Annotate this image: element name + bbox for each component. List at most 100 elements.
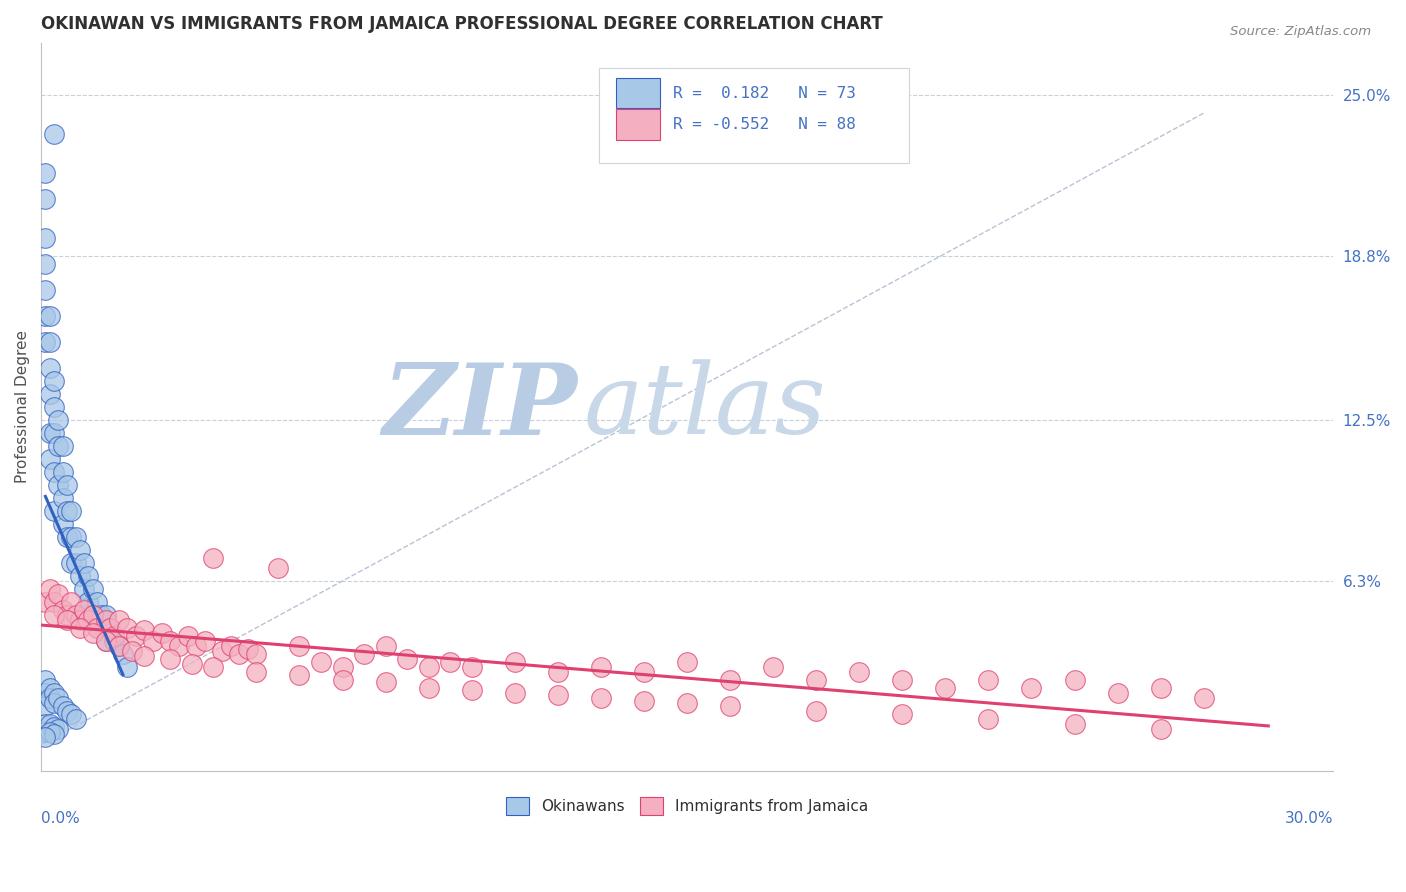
Text: R =  0.182   N = 73: R = 0.182 N = 73 [673,86,856,101]
Point [547,689,569,703]
Point [65,556,87,570]
Point [77,613,100,627]
Point [69,613,91,627]
Point [245,665,267,679]
Point [56,704,79,718]
Point [46,690,69,705]
Point [42,374,65,388]
Point [503,655,526,669]
Text: 0.0%: 0.0% [41,811,80,826]
Point [60,556,83,570]
Point [111,647,134,661]
Point [891,706,914,721]
Point [56,530,79,544]
Point [142,633,165,648]
Point [73,556,96,570]
Point [202,659,225,673]
Point [42,425,65,440]
FancyBboxPatch shape [616,78,659,109]
Point [77,595,100,609]
Point [460,683,482,698]
Point [332,673,354,687]
Point [34,595,56,609]
Point [42,719,65,733]
Point [56,607,79,622]
Point [107,613,129,627]
Point [125,628,148,642]
Point [77,568,100,582]
Point [52,491,75,505]
Point [82,582,104,596]
Point [56,477,79,491]
Point [82,626,104,640]
Point [418,659,440,673]
Point [46,413,69,427]
Text: 30.0%: 30.0% [1285,811,1333,826]
Point [718,698,741,713]
Point [228,647,250,661]
Point [806,673,828,687]
Point [82,607,104,622]
Point [46,477,69,491]
Point [42,504,65,518]
Point [69,542,91,557]
Point [353,647,375,661]
Point [90,607,112,622]
Point [38,582,60,596]
Point [34,686,56,700]
Point [56,504,79,518]
Point [103,633,125,648]
Point [633,665,655,679]
Point [115,621,138,635]
Point [159,652,181,666]
FancyBboxPatch shape [616,109,659,140]
Point [503,686,526,700]
Text: R = -0.552   N = 88: R = -0.552 N = 88 [673,117,856,132]
Point [34,717,56,731]
Point [589,659,612,673]
Point [211,644,233,658]
Point [288,667,311,681]
Point [94,633,117,648]
Point [65,607,87,622]
Point [46,722,69,736]
Point [309,655,332,669]
Point [38,309,60,323]
Point [60,595,83,609]
Point [219,639,242,653]
FancyBboxPatch shape [599,69,910,163]
Point [1150,681,1173,695]
Point [98,621,121,635]
Point [34,730,56,744]
Point [38,451,60,466]
Point [977,712,1000,726]
Point [150,626,173,640]
Point [34,724,56,739]
Point [1192,690,1215,705]
Point [418,681,440,695]
Point [267,561,290,575]
Point [60,504,83,518]
Point [34,166,56,180]
Point [34,334,56,349]
Point [38,724,60,739]
Point [69,621,91,635]
Y-axis label: Professional Degree: Professional Degree [15,330,30,483]
Point [34,698,56,713]
Point [60,706,83,721]
Point [107,639,129,653]
Point [245,647,267,661]
Point [288,639,311,653]
Point [52,516,75,531]
Point [184,639,207,653]
Point [94,613,117,627]
Point [94,607,117,622]
Point [676,655,699,669]
Point [547,665,569,679]
Point [42,607,65,622]
Point [42,727,65,741]
Point [848,665,870,679]
Point [134,649,156,664]
Point [38,386,60,401]
Point [69,568,91,582]
